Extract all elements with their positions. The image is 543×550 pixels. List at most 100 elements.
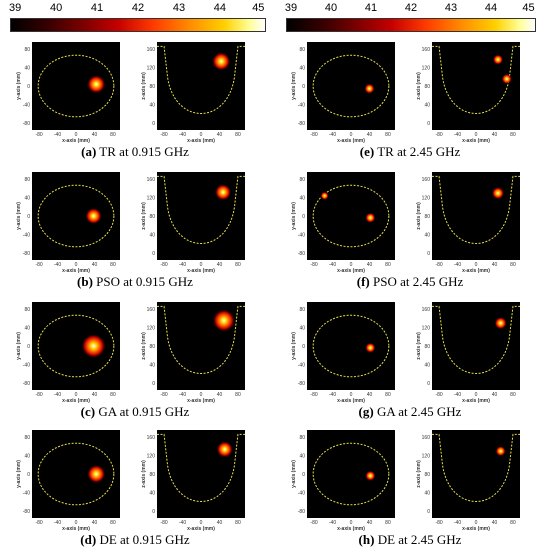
y-axis-label: z-axis (mm) [141, 460, 147, 488]
y-tick-label: 80 [149, 214, 155, 220]
y-tick-label: 80 [24, 307, 30, 313]
colorbar-left: 39 40 41 42 43 44 45 [9, 0, 266, 38]
phantom-boundary [432, 305, 520, 374]
colorbar-tick: 44 [213, 2, 227, 14]
plot-background [432, 42, 520, 130]
y-tick-label: 0 [427, 509, 430, 515]
x-axis-label: x-axis (mm) [337, 138, 365, 144]
x-tick-label: -80 [435, 132, 442, 138]
phantom-boundary [157, 433, 245, 502]
colorbar-gradient [10, 18, 266, 32]
x-tick-label: 0 [475, 132, 478, 138]
xy-plot-svg: -80 -40 0 40 80 80 40 0 -40 -80 x-axis (mm) y-axis … [291, 302, 395, 404]
y-tick-label: -80 [23, 121, 30, 127]
subfigure-title: DE at 2.45 GHz [374, 532, 462, 547]
y-tick-label: 0 [427, 121, 430, 127]
x-tick-label: -40 [179, 520, 186, 526]
y-axis-label: z-axis (mm) [141, 72, 147, 100]
y-tick-label: 40 [149, 232, 155, 238]
phantom-boundary [157, 175, 245, 244]
x-axis-label: x-axis (mm) [62, 138, 90, 144]
xy-plot-svg: -80 -40 0 40 80 80 40 0 -40 -80 x-axis (mm) y-axis … [291, 172, 395, 274]
phantom-boundary [157, 45, 245, 114]
x-tick-label: -40 [179, 132, 186, 138]
xy-plot-svg: -80 -40 0 40 80 80 40 0 -40 -80 x-axis (mm) y-axis … [16, 302, 120, 404]
x-axis-label: x-axis (mm) [62, 268, 90, 274]
focus-hotspot [81, 334, 106, 358]
y-tick-label: 120 [422, 196, 431, 202]
focus-hotspot [320, 191, 329, 200]
y-tick-label: 0 [27, 84, 30, 90]
x-tick-label: 0 [200, 520, 203, 526]
y-tick-label: 160 [422, 177, 431, 183]
y-tick-label: -80 [298, 509, 305, 515]
x-tick-label: 0 [75, 132, 78, 138]
x-tick-label: 80 [235, 520, 241, 526]
focus-hotspot [494, 317, 507, 330]
y-tick-label: 120 [147, 66, 156, 72]
y-tick-label: 80 [149, 344, 155, 350]
colorbar-tick: 39 [284, 2, 298, 14]
plot-background [32, 42, 120, 130]
x-tick-label: -40 [329, 132, 336, 138]
y-tick-label: 0 [152, 251, 155, 257]
xy-plot-svg: -80 -40 0 40 80 80 40 0 -40 -80 x-axis (mm) y-axis … [291, 430, 395, 532]
subfigure-title: PSO at 0.915 GHz [92, 274, 193, 289]
y-tick-label: 40 [24, 326, 30, 332]
y-tick-label: 0 [27, 214, 30, 220]
focus-hotspot [492, 187, 504, 200]
y-axis-label: y-axis (mm) [291, 332, 297, 360]
x-tick-label: -80 [435, 262, 442, 268]
x-tick-label: -80 [35, 132, 42, 138]
x-tick-label: -80 [160, 262, 167, 268]
y-tick-label: -40 [298, 362, 305, 368]
x-tick-label: 0 [475, 520, 478, 526]
y-tick-label: 0 [152, 509, 155, 515]
x-tick-label: 0 [350, 262, 353, 268]
y-axis-label: z-axis (mm) [416, 332, 422, 360]
y-axis-label: y-axis (mm) [16, 460, 22, 488]
subfigure-title: PSO at 2.45 GHz [369, 274, 464, 289]
y-tick-label: 160 [147, 307, 156, 313]
y-tick-label: -80 [23, 509, 30, 515]
x-tick-label: 40 [217, 132, 223, 138]
x-axis-label: x-axis (mm) [337, 268, 365, 274]
colorbar-tick: 40 [49, 2, 63, 14]
y-tick-label: 0 [302, 472, 305, 478]
y-tick-label: 40 [424, 102, 430, 108]
focus-hotspot [216, 441, 233, 458]
y-tick-label: 0 [152, 381, 155, 387]
x-tick-label: 80 [385, 392, 391, 398]
x-tick-label: 80 [110, 392, 116, 398]
xy-plot-svg: -80 -40 0 40 80 80 40 0 -40 -80 x-axis (mm) y-axis … [16, 430, 120, 532]
x-tick-label: 40 [92, 262, 98, 268]
y-tick-label: 120 [422, 326, 431, 332]
phantom-boundary [312, 184, 390, 248]
colorbar-tick: 40 [324, 2, 338, 14]
x-tick-label: 80 [510, 392, 516, 398]
phantom-boundary [312, 314, 390, 378]
focus-hotspot [495, 446, 506, 457]
subfigure-caption: (h) DE at 2.45 GHz [285, 532, 535, 548]
x-tick-label: 40 [92, 132, 98, 138]
plot-background [307, 42, 395, 130]
x-tick-label: 80 [110, 262, 116, 268]
colorbar-right: 39 40 41 42 43 44 45 [284, 0, 536, 38]
x-tick-label: -40 [54, 132, 61, 138]
focus-hotspot [212, 52, 231, 71]
y-tick-label: 80 [299, 435, 305, 441]
subfigure-title: TR at 2.45 GHz [374, 144, 461, 159]
x-tick-label: -40 [54, 520, 61, 526]
x-tick-label: 40 [217, 392, 223, 398]
subfigure-caption: (b) PSO at 0.915 GHz [10, 274, 260, 290]
x-tick-label: 80 [235, 392, 241, 398]
y-tick-label: 80 [424, 214, 430, 220]
subfigure-letter: (h) [358, 532, 375, 547]
x-tick-label: 80 [235, 262, 241, 268]
focus-hotspot [493, 54, 503, 65]
y-tick-label: 40 [299, 326, 305, 332]
focus-hotspot [87, 75, 106, 94]
colorbar-tick: 43 [444, 2, 458, 14]
y-tick-label: -40 [298, 102, 305, 108]
